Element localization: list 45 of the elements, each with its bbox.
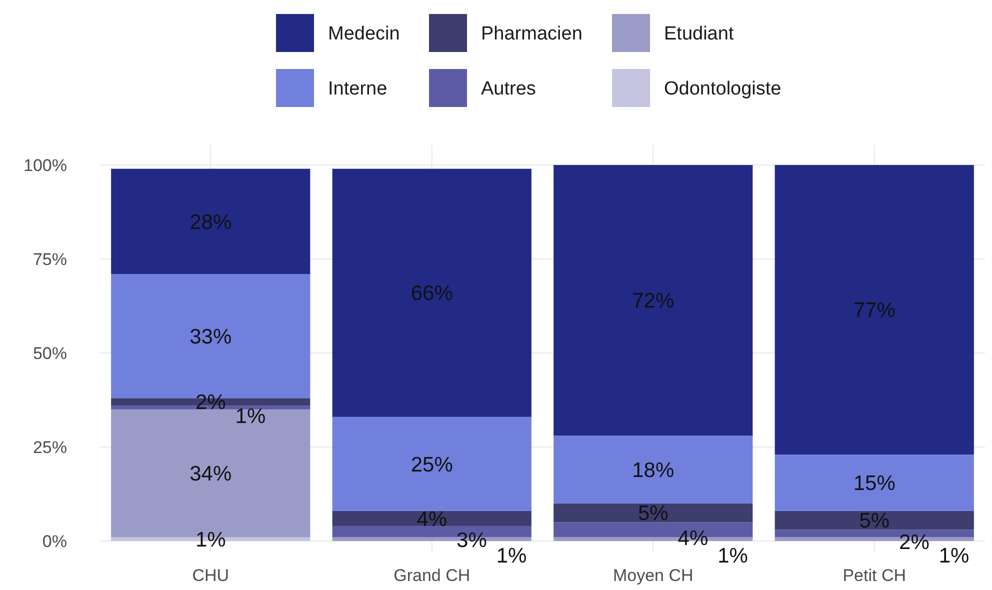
data-label: 18%: [632, 458, 674, 482]
y-tick-label: 0%: [42, 532, 67, 551]
legend-label: Pharmacien: [481, 24, 582, 45]
data-label: 1%: [718, 544, 748, 568]
data-label: 5%: [859, 510, 890, 533]
data-label: 25%: [410, 453, 453, 476]
data-label: 72%: [632, 290, 674, 313]
bar: [332, 168, 532, 417]
bar: [554, 436, 753, 504]
legend-label: Medecin: [328, 24, 400, 45]
legend-label: Interne: [328, 78, 388, 100]
data-label: 28%: [190, 210, 232, 234]
data-label: 66%: [410, 282, 453, 306]
y-tick-label: 25%: [32, 438, 67, 457]
bar: [332, 510, 532, 526]
legend-label: Autres: [481, 78, 536, 100]
legend-label: Odontologiste: [664, 78, 782, 100]
x-tick-label: Moyen CH: [612, 566, 694, 585]
data-label: 4%: [678, 527, 708, 550]
data-label: 33%: [190, 325, 232, 348]
data-label: 1%: [195, 528, 226, 552]
bar: [554, 503, 753, 522]
data-label: 1%: [496, 544, 527, 568]
bar: [554, 165, 753, 436]
y-tick-label: 100%: [24, 156, 67, 175]
bar: [774, 454, 974, 511]
data-label: 1%: [235, 404, 266, 428]
data-label: 1%: [938, 544, 970, 568]
data-label: 4%: [416, 508, 448, 531]
data-label: 77%: [853, 299, 896, 322]
bar: [111, 168, 310, 274]
bar: [332, 416, 532, 511]
x-tick-label: Grand CH: [394, 566, 470, 585]
data-label: 2%: [899, 530, 930, 554]
y-tick-label: 50%: [32, 344, 67, 363]
data-label: 15%: [853, 472, 896, 496]
data-label: 5%: [638, 502, 668, 526]
legend-label: Etudiant: [664, 24, 734, 45]
x-tick-label: Petit CH: [842, 566, 906, 585]
y-tick-label: 75%: [32, 250, 67, 269]
bar: [774, 165, 974, 455]
data-label: 2%: [195, 391, 226, 414]
data-label: 34%: [190, 462, 232, 486]
bar: [774, 510, 974, 530]
x-tick-label: CHU: [192, 566, 230, 585]
